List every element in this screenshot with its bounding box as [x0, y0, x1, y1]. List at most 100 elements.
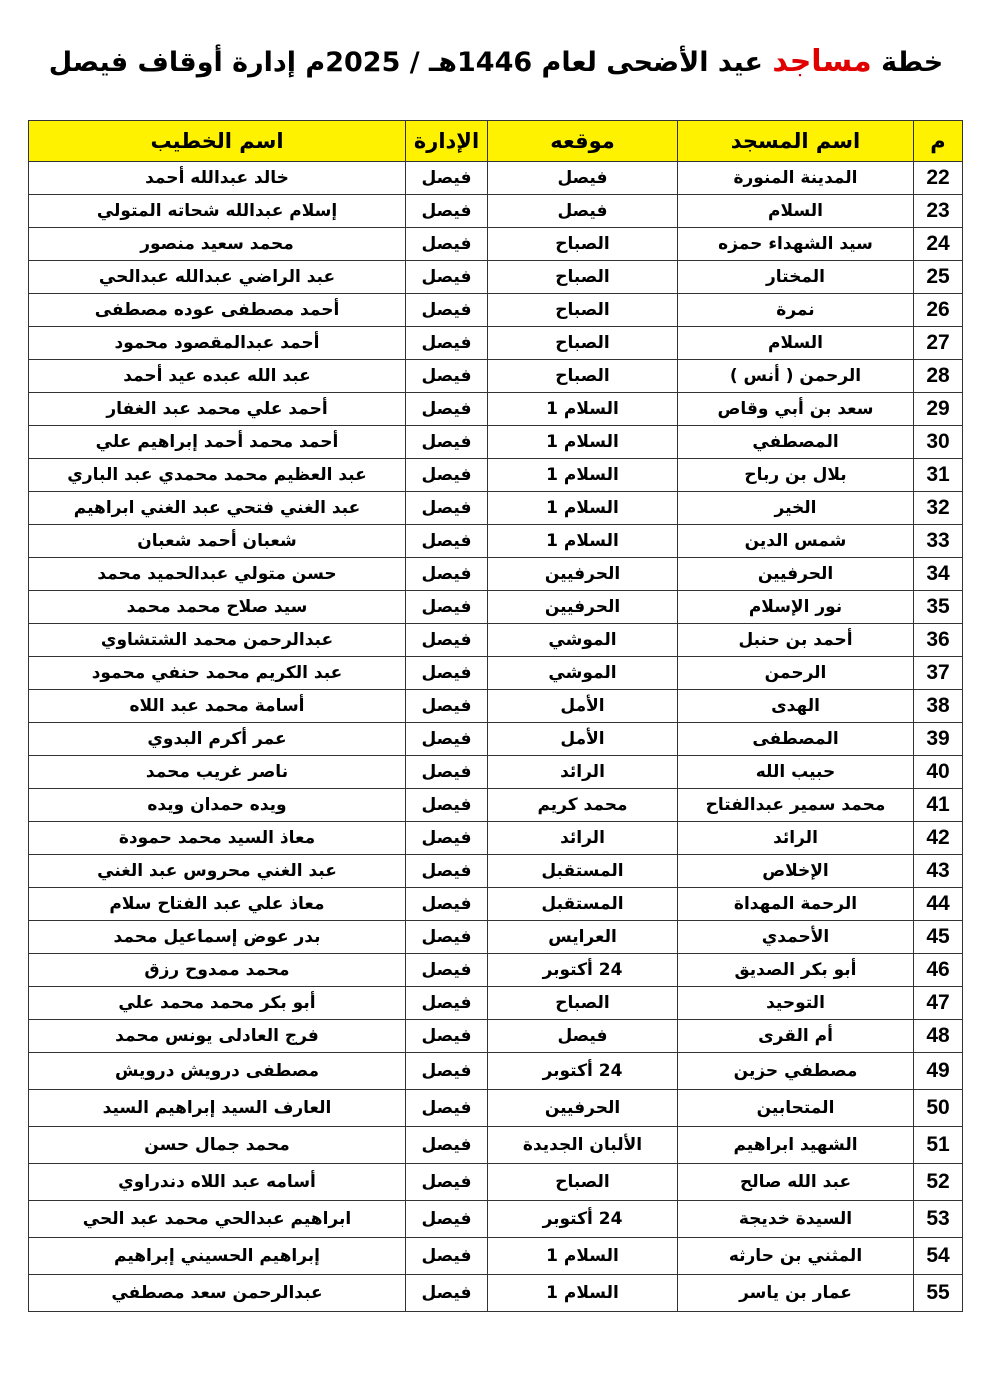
cell-admin: فيصل [405, 1089, 488, 1127]
cell-location: السلام 1 [487, 458, 678, 492]
cell-location: الرائد [487, 755, 678, 789]
table-row: 52 عبد الله صالح الصباح فيصل أسامه عبد اللاه… [28, 1163, 963, 1201]
cell-mosque: السيدة خديجة [677, 1200, 914, 1238]
table-row: 23 السلام فيصل فيصل إسلام عبدالله شحاته المت… [28, 194, 963, 228]
cell-preacher: عبدالرحمن محمد الشتشاوي [28, 623, 406, 657]
cell-preacher: عمر أكرم البدوي [28, 722, 406, 756]
header-preacher: اسم الخطيب [28, 120, 406, 162]
title-highlight: مساجد [772, 44, 872, 79]
cell-location: الأمل [487, 689, 678, 723]
cell-num: 30 [913, 425, 963, 459]
table-row: 50 المتحابين الحرفيين فيصل العارف السيد إبرا… [28, 1089, 963, 1127]
cell-num: 42 [913, 821, 963, 855]
cell-location: الرائد [487, 821, 678, 855]
cell-admin: فيصل [405, 359, 488, 393]
mosques-table: م اسم المسجد موقعه الإدارة اسم الخطيب 22… [28, 120, 963, 1312]
table-row: 48 أم القرى فيصل فيصل فرج العادلى يونس محمد [28, 1019, 963, 1053]
cell-location: الموشي [487, 656, 678, 690]
cell-preacher: عبد الراضي عبدالله عبدالحي [28, 260, 406, 294]
cell-location: السلام 1 [487, 392, 678, 426]
cell-admin: فيصل [405, 986, 488, 1020]
cell-preacher: أبو بكر محمد محمد علي [28, 986, 406, 1020]
header-num: م [913, 120, 963, 162]
cell-mosque: الرحمن ( أنس ) [677, 359, 914, 393]
cell-mosque: السلام [677, 326, 914, 360]
cell-num: 43 [913, 854, 963, 888]
cell-location: 24 أكتوبر [487, 953, 678, 987]
table-row: 30 المصطفي السلام 1 فيصل أحمد محمد أحمد إبرا… [28, 425, 963, 459]
cell-admin: فيصل [405, 590, 488, 624]
cell-num: 41 [913, 788, 963, 822]
cell-preacher: بدر عوض إسماعيل محمد [28, 920, 406, 954]
cell-num: 37 [913, 656, 963, 690]
cell-preacher: ويده حمدان ويده [28, 788, 406, 822]
cell-preacher: محمد سعيد منصور [28, 227, 406, 261]
cell-location: الصباح [487, 260, 678, 294]
cell-mosque: المدينة المنورة [677, 161, 914, 195]
table-row: 46 أبو بكر الصديق 24 أكتوبر فيصل محمد ممدوح … [28, 953, 963, 987]
cell-num: 27 [913, 326, 963, 360]
cell-mosque: سعد بن أبي وقاص [677, 392, 914, 426]
table-row: 39 المصطفى الأمل فيصل عمر أكرم البدوي [28, 722, 963, 756]
cell-num: 24 [913, 227, 963, 261]
cell-num: 50 [913, 1089, 963, 1127]
cell-location: الحرفيين [487, 557, 678, 591]
cell-admin: فيصل [405, 854, 488, 888]
cell-num: 47 [913, 986, 963, 1020]
page-title: خطة مساجد عيد الأضحى لعام 1446هـ / 2025م… [40, 44, 952, 79]
cell-num: 25 [913, 260, 963, 294]
cell-preacher: حسن متولي عبدالحميد محمد [28, 557, 406, 591]
cell-admin: فيصل [405, 788, 488, 822]
cell-num: 39 [913, 722, 963, 756]
cell-preacher: فرج العادلى يونس محمد [28, 1019, 406, 1053]
cell-num: 46 [913, 953, 963, 987]
cell-location: العرايس [487, 920, 678, 954]
cell-preacher: خالد عبدالله أحمد [28, 161, 406, 195]
cell-preacher: أسامه عبد اللاه دندراوي [28, 1163, 406, 1201]
header-row: م اسم المسجد موقعه الإدارة اسم الخطيب [28, 120, 963, 162]
cell-admin: فيصل [405, 161, 488, 195]
cell-admin: فيصل [405, 458, 488, 492]
cell-location: 24 أكتوبر [487, 1200, 678, 1238]
cell-admin: فيصل [405, 194, 488, 228]
cell-mosque: الرحمة المهداة [677, 887, 914, 921]
cell-preacher: مصطفى درويش درويش [28, 1052, 406, 1090]
table-row: 26 نمرة الصباح فيصل أحمد مصطفى عوده مصطفى [28, 293, 963, 327]
cell-mosque: شمس الدين [677, 524, 914, 558]
cell-preacher: عبد الغني محروس عبد الغني [28, 854, 406, 888]
cell-mosque: مصطفي حزين [677, 1052, 914, 1090]
cell-preacher: عبد الغني فتحي عبد الغني ابراهيم [28, 491, 406, 525]
cell-admin: فيصل [405, 920, 488, 954]
header-admin: الإدارة [405, 120, 488, 162]
cell-mosque: عمار بن ياسر [677, 1274, 914, 1312]
cell-admin: فيصل [405, 524, 488, 558]
cell-location: محمد كريم [487, 788, 678, 822]
cell-mosque: حبيب الله [677, 755, 914, 789]
table-row: 25 المختار الصباح فيصل عبد الراضي عبدالله عب… [28, 260, 963, 294]
cell-mosque: الهدى [677, 689, 914, 723]
cell-num: 48 [913, 1019, 963, 1053]
cell-mosque: المصطفي [677, 425, 914, 459]
cell-num: 51 [913, 1126, 963, 1164]
cell-admin: فيصل [405, 491, 488, 525]
cell-admin: فيصل [405, 689, 488, 723]
cell-location: الحرفيين [487, 1089, 678, 1127]
cell-admin: فيصل [405, 953, 488, 987]
table-row: 53 السيدة خديجة 24 أكتوبر فيصل ابراهيم عبدال… [28, 1200, 963, 1238]
table-row: 54 المثني بن حارثه السلام 1 فيصل إبراهيم الح… [28, 1237, 963, 1275]
cell-admin: فيصل [405, 755, 488, 789]
cell-preacher: عبد العظيم محمد محمدي عبد الباري [28, 458, 406, 492]
cell-num: 23 [913, 194, 963, 228]
cell-location: الصباح [487, 1163, 678, 1201]
cell-mosque: المتحابين [677, 1089, 914, 1127]
cell-num: 38 [913, 689, 963, 723]
cell-location: الصباح [487, 293, 678, 327]
cell-admin: فيصل [405, 227, 488, 261]
table-row: 42 الرائد الرائد فيصل معاذ السيد محمد حمودة [28, 821, 963, 855]
cell-preacher: ابراهيم عبدالحي محمد عبد الحي [28, 1200, 406, 1238]
table-row: 35 نور الإسلام الحرفيين فيصل سيد صلاح محمد م… [28, 590, 963, 624]
cell-num: 22 [913, 161, 963, 195]
cell-admin: فيصل [405, 656, 488, 690]
table-row: 44 الرحمة المهداة المستقبل فيصل معاذ علي عبد… [28, 887, 963, 921]
cell-admin: فيصل [405, 1019, 488, 1053]
